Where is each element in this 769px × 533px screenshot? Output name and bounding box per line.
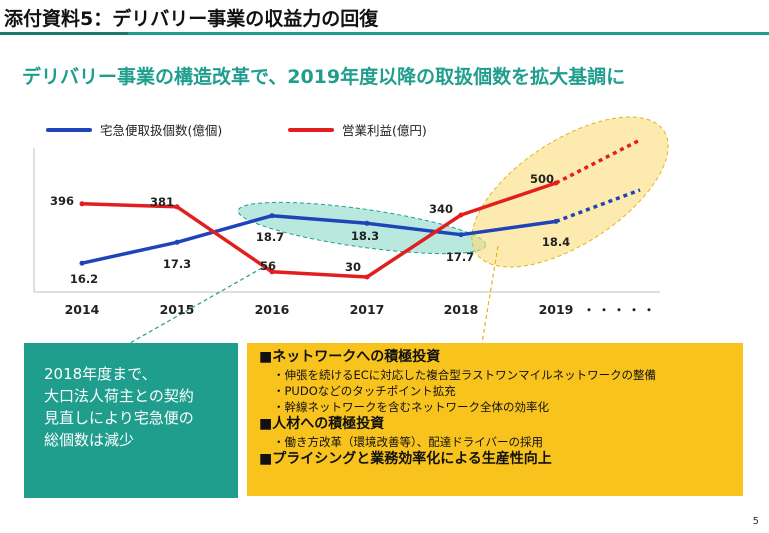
data-label-parcels: 17.7 — [446, 250, 474, 264]
note-box-contract-review: 2018年度まで、 大口法人荷主との契約 見直しにより宅急便の 総個数は減少 — [24, 343, 238, 498]
x-tick-label: 2014 — [65, 302, 100, 317]
connector-teal — [129, 267, 263, 344]
title-underline — [0, 32, 769, 35]
title-underline-accent — [0, 32, 128, 35]
data-label-parcels: 18.7 — [256, 230, 284, 244]
page-title: 添付資料5：デリバリー事業の収益力の回復 — [4, 8, 379, 30]
note-line: 2018年度まで、 — [44, 365, 157, 383]
note-line: 見直しにより宅急便の — [44, 409, 194, 427]
x-tick-label: 2019 — [539, 302, 574, 317]
note-line: 大口法人荷主との契約 — [44, 387, 194, 405]
x-tick-label: 2015 — [160, 302, 195, 317]
legend-label-profit: 営業利益(億円) — [342, 123, 427, 138]
page-subtitle: デリバリー事業の構造改革で、2019年度以降の取扱個数を拡大基調に — [22, 66, 626, 88]
data-label-profit: 30 — [345, 260, 361, 274]
data-label-profit: 56 — [260, 259, 276, 273]
x-tick-label: 2016 — [255, 302, 290, 317]
data-label-profit: 340 — [429, 202, 453, 216]
legend-item-parcels: 宅急便取扱個数(億個) — [46, 120, 222, 139]
data-point-parcels — [269, 213, 275, 219]
data-label-profit: 396 — [50, 194, 74, 208]
investment-box: ■ネットワークへの積極投資 ・伸張を続けるECに対応した複合型ラストワンマイルネ… — [247, 343, 743, 496]
series-trend-parcels — [555, 188, 641, 224]
data-label-profit: 500 — [530, 172, 554, 186]
data-point-profit — [364, 274, 370, 280]
legend-swatch-profit — [288, 127, 334, 132]
data-point-parcels — [458, 232, 464, 238]
data-point-profit — [458, 212, 464, 218]
legend-item-profit: 営業利益(億円) — [288, 120, 427, 139]
data-point-parcels — [553, 218, 559, 224]
x-tick-trailing-dots: ・・・・・ — [583, 303, 658, 317]
series-line-parcels — [81, 213, 557, 265]
heading-people-investment: ■人材への積極投資 — [259, 416, 385, 432]
data-point-profit — [79, 201, 85, 207]
data-label-profit: 381 — [150, 195, 174, 209]
heading-network-investment: ■ネットワークへの積極投資 — [259, 349, 441, 365]
connector-yellow — [481, 245, 499, 344]
data-point-profit — [553, 180, 559, 186]
page-number: 5 — [752, 516, 759, 527]
highlight-ellipse-yellow — [471, 116, 669, 268]
legend-swatch-parcels — [46, 127, 92, 132]
bullet-trunk-network: ・幹線ネットワークを含むネットワーク全体の効率化 — [273, 400, 549, 414]
data-label-parcels: 16.2 — [70, 272, 98, 286]
heading-pricing-productivity: ■プライシングと業務効率化による生産性向上 — [259, 451, 552, 467]
bullet-pudo: ・PUDOなどのタッチポイント拡充 — [273, 384, 456, 398]
x-tick-label: 2017 — [350, 302, 385, 317]
x-tick-label: 2018 — [444, 302, 479, 317]
legend-label-parcels: 宅急便取扱個数(億個) — [100, 123, 223, 138]
bullet-work-style: ・働き方改革（環境改善等）、配達ドライバーの採用 — [273, 435, 544, 449]
data-label-parcels: 18.3 — [351, 229, 379, 243]
data-label-parcels: 17.3 — [163, 257, 191, 271]
data-point-parcels — [79, 260, 85, 266]
series-line-profit — [81, 181, 557, 279]
data-point-parcels — [174, 239, 180, 245]
data-label-parcels: 18.4 — [542, 235, 570, 249]
data-point-profit — [174, 204, 180, 210]
note-line: 総個数は減少 — [44, 431, 135, 449]
data-point-parcels — [364, 220, 370, 226]
data-point-profit — [269, 269, 275, 275]
bullet-ec-network: ・伸張を続けるECに対応した複合型ラストワンマイルネットワークの整備 — [273, 368, 657, 382]
